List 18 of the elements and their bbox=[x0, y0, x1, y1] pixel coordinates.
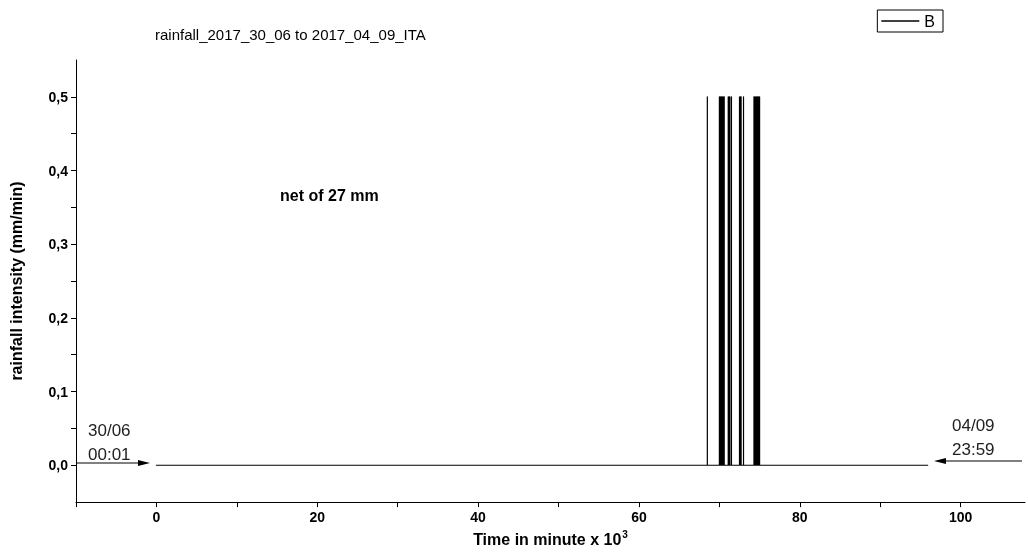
x-tick-label: 20 bbox=[309, 509, 326, 526]
y-tick-label: 0,5 bbox=[48, 88, 69, 105]
legend-label: B bbox=[924, 12, 935, 30]
x-tick-label: 40 bbox=[470, 509, 487, 526]
chart-title: rainfall_2017_30_06 to 2017_04_09_ITA bbox=[155, 26, 426, 43]
y-tick-label: 0,2 bbox=[48, 309, 69, 326]
x-tick-label: 60 bbox=[631, 509, 647, 526]
annotation: 30/06 00:01 bbox=[88, 420, 131, 464]
x-tick-label: 0 bbox=[152, 509, 161, 526]
y-tick-label: 0,4 bbox=[48, 162, 69, 179]
annotation: net of 27 mm bbox=[280, 186, 379, 204]
y-axis-title: rainfall intensity (mm/min) bbox=[7, 181, 25, 381]
y-tick-label: 0,0 bbox=[48, 457, 69, 474]
y-tick-label: 0,1 bbox=[48, 383, 69, 400]
y-tick-label: 0,3 bbox=[48, 236, 69, 253]
annotation: 04/09 23:59 bbox=[952, 415, 995, 459]
x-tick-label: 80 bbox=[792, 509, 808, 526]
x-tick-label: 100 bbox=[948, 509, 973, 526]
